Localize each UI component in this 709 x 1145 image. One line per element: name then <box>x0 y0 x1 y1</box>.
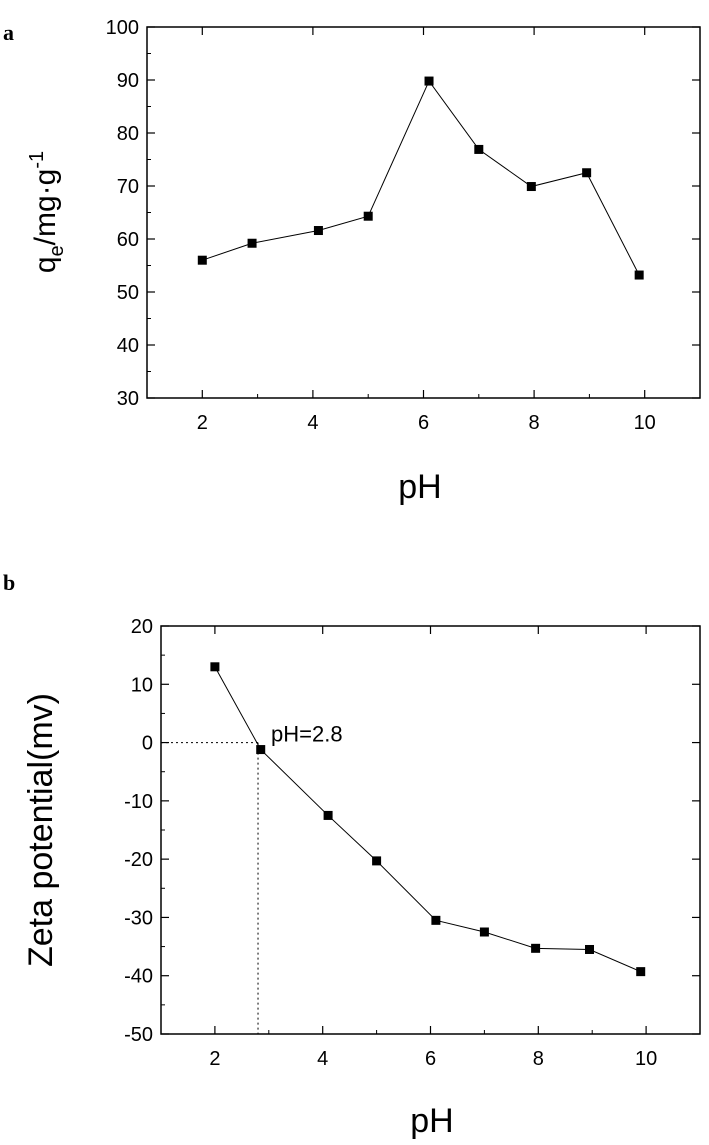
plot-frame-b <box>160 625 701 1035</box>
plot-frame-a <box>146 26 701 399</box>
series-line <box>202 80 640 276</box>
data-point <box>323 810 333 820</box>
x-tick-label: 6 <box>425 1048 436 1070</box>
data-point <box>431 915 441 925</box>
data-point <box>197 255 207 265</box>
y-tick-label: 100 <box>106 17 139 39</box>
data-point <box>585 944 595 954</box>
data-point <box>424 76 434 86</box>
y-tick-label: 40 <box>117 335 139 357</box>
y-tick-label: -20 <box>124 849 153 871</box>
x-axis-label-a: pH <box>398 468 441 506</box>
data-point <box>313 226 323 236</box>
data-point <box>636 967 646 977</box>
y-tick-label: 70 <box>117 176 139 198</box>
x-tick-label: 10 <box>634 412 656 434</box>
x-tick-label: 6 <box>418 412 429 434</box>
data-point <box>634 270 644 280</box>
x-tick-label: 8 <box>533 1048 544 1070</box>
x-axis-label-b: pH <box>410 1102 453 1140</box>
data-point <box>247 238 257 248</box>
data-point <box>582 168 592 178</box>
y-axis-label-b: Zeta potential(mv) <box>22 693 60 967</box>
x-tick-label: 4 <box>307 412 318 434</box>
axis-ticks-a: 2 4 6 8 10 30 40 50 60 70 80 90 100 <box>106 17 701 434</box>
data-point <box>256 745 266 755</box>
y-tick-label: 20 <box>131 616 153 638</box>
x-tick-label: 8 <box>529 412 540 434</box>
data-point <box>363 211 373 221</box>
series-b <box>210 662 646 977</box>
x-tick-label: 2 <box>209 1048 220 1070</box>
y-axis-label-a: qe/mg·g-1 <box>26 151 68 273</box>
data-point <box>372 856 382 866</box>
y-tick-label: 90 <box>117 70 139 92</box>
data-point <box>474 144 484 154</box>
data-point <box>479 927 489 937</box>
chart-a: a 2 4 6 8 10 30 40 50 60 70 80 90 100 pH qe/mg·g-1 <box>3 17 701 506</box>
y-tick-label: 50 <box>117 282 139 304</box>
series-line <box>214 666 641 973</box>
axis-ticks-b: 2 4 6 8 10 -50 -40 -30 -20 -10 0 10 20 <box>124 616 701 1070</box>
y-tick-label: 80 <box>117 123 139 145</box>
y-tick-label: -50 <box>124 1024 153 1046</box>
y-tick-label: -40 <box>124 966 153 988</box>
panel-label-b: b <box>3 570 15 595</box>
y-tick-label: 0 <box>142 733 153 755</box>
series-a <box>197 76 644 280</box>
y-tick-label: -10 <box>124 791 153 813</box>
reference-lines-b <box>161 742 259 1034</box>
y-tick-label: 30 <box>117 388 139 410</box>
x-tick-label: 2 <box>197 412 208 434</box>
data-point <box>210 662 220 672</box>
panel-label-a: a <box>3 20 14 45</box>
data-point <box>526 182 536 192</box>
data-point <box>531 943 541 953</box>
annotation-zero-point: pH=2.8 <box>271 722 343 747</box>
y-tick-label: 60 <box>117 229 139 251</box>
chart-b: b 2 4 6 8 10 -50 -40 -30 -20 -10 0 10 20 pH=2.8 pH Z… <box>3 570 701 1140</box>
x-tick-label: 10 <box>635 1048 657 1070</box>
x-tick-label: 4 <box>317 1048 328 1070</box>
y-tick-label: 10 <box>131 674 153 696</box>
y-tick-label: -30 <box>124 907 153 929</box>
